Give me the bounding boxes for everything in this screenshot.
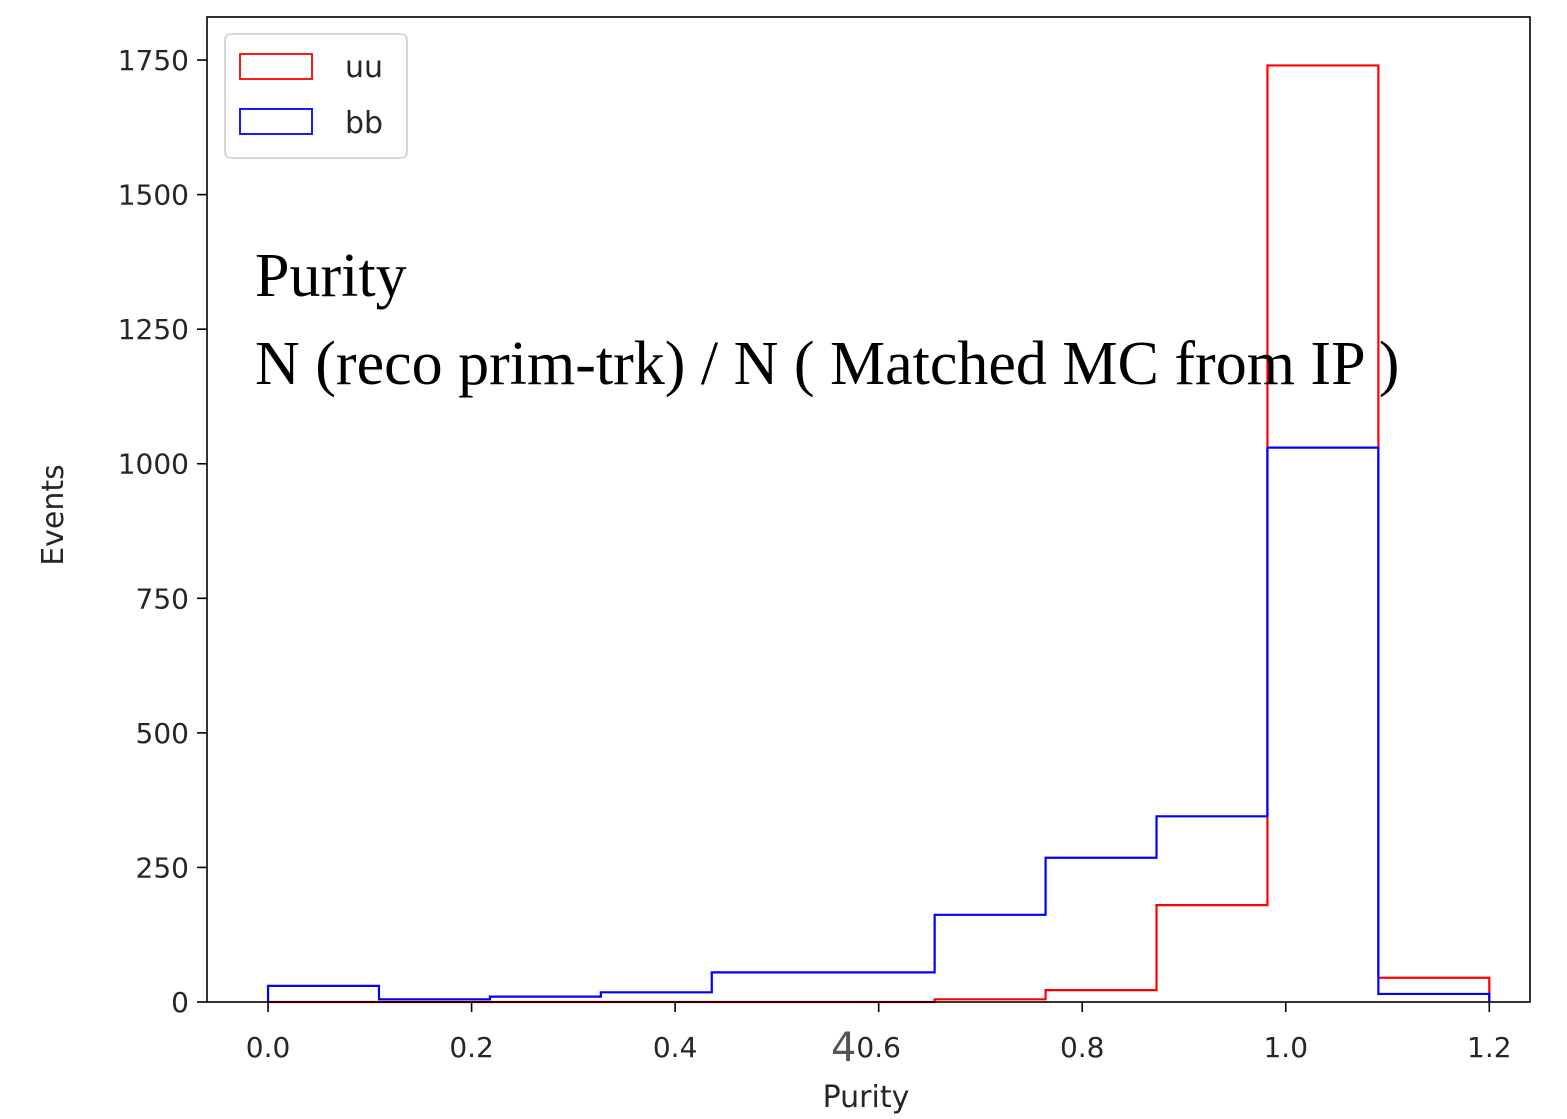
y-axis-ticks: 0 250 500 750 1000 1250 1500 1750 (118, 44, 207, 1019)
legend-swatch-uu (239, 53, 313, 80)
x-tick-label: 1.2 (1467, 1031, 1512, 1064)
plot-frame (206, 16, 1531, 1003)
y-tick-label: 1250 (118, 313, 189, 346)
y-tick-label: 750 (136, 582, 189, 615)
x-axis-label: Purity (823, 1080, 910, 1115)
y-axis-label: Events (36, 464, 71, 566)
legend-swatch-bb (239, 108, 313, 135)
page-number: 4 (831, 1025, 856, 1071)
y-tick-label: 1000 (118, 448, 189, 481)
histogram-series-uu (268, 64, 1491, 1004)
x-axis-ticks: 0.0 0.2 0.4 0.6 0.8 1.0 1.2 (246, 1002, 1512, 1064)
x-tick-label: 1.0 (1263, 1031, 1308, 1064)
y-tick-label: 0 (171, 986, 189, 1019)
histogram-series-bb (266, 446, 1491, 1002)
y-tick-label: 1500 (118, 179, 189, 212)
x-tick-label: 0.6 (856, 1031, 901, 1064)
x-tick-label: 0.8 (1060, 1031, 1105, 1064)
overlay-formula: N (reco prim-trk) / N ( Matched MC from … (255, 330, 1399, 398)
x-tick-label: 0.0 (246, 1031, 291, 1064)
y-tick-label: 500 (136, 717, 189, 750)
y-tick-label: 1750 (118, 44, 189, 77)
histogram-series (266, 64, 1491, 1004)
x-tick-label: 0.4 (653, 1031, 698, 1064)
overlay-title: Purity (255, 242, 407, 310)
y-tick-label: 250 (136, 851, 189, 884)
legend: uu bb (224, 33, 408, 159)
x-tick-label: 0.2 (449, 1031, 494, 1064)
legend-label-bb: bb (345, 106, 383, 141)
legend-label-uu: uu (345, 50, 383, 85)
legend-frame (224, 33, 408, 159)
